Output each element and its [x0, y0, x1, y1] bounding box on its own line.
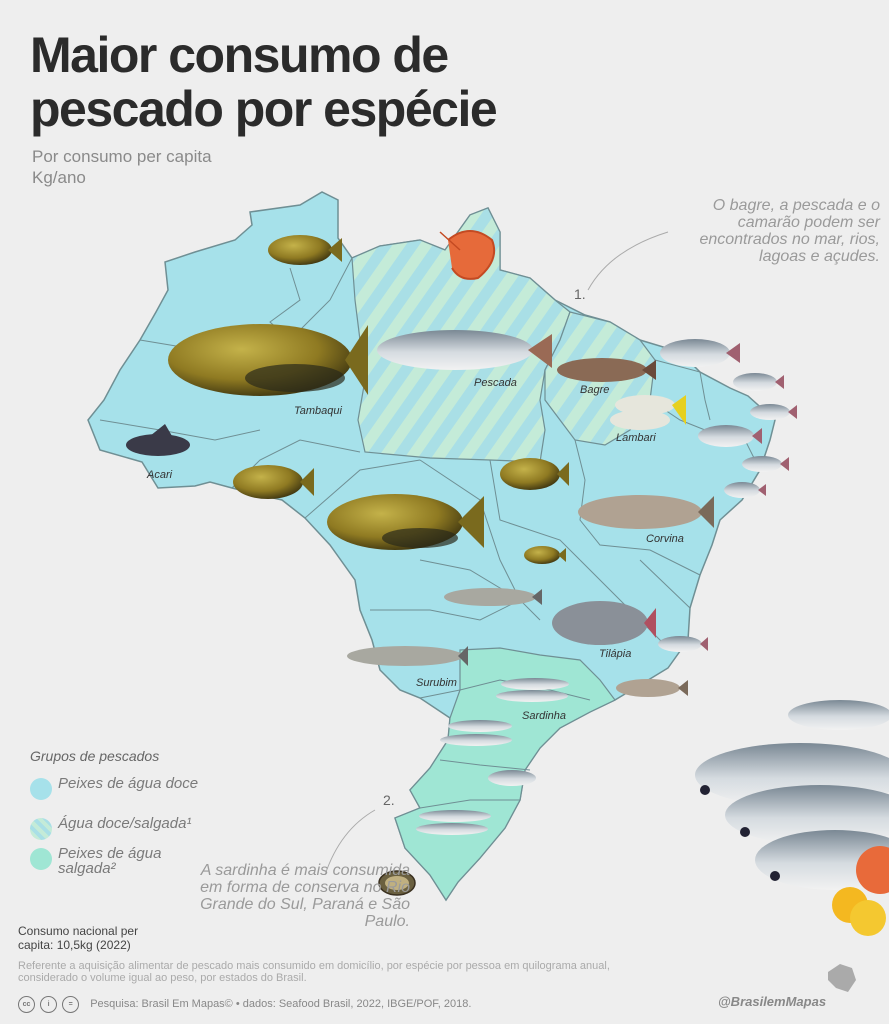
sardinha-fish-7: [416, 823, 488, 835]
label-sardinha: Sardinha: [522, 710, 567, 722]
nd-license-icon: =: [62, 996, 80, 1013]
sardinha-fish-4: [440, 734, 512, 746]
lambari-fish: [610, 395, 686, 430]
label-tilapia: Tilápia: [599, 648, 632, 660]
ne-fish-4: [698, 425, 762, 447]
label-corvina: Corvina: [646, 533, 684, 545]
ne-fish-5: [742, 456, 789, 472]
sardinha-fish-3: [448, 720, 512, 732]
social-handle: @BrasilemMapas: [718, 994, 827, 1009]
bagre-fish: [557, 358, 656, 382]
sardinha-fish-1: [501, 678, 569, 690]
label-acari: Acari: [147, 469, 173, 481]
sardinha-fish-5: [488, 770, 536, 786]
tilapia-fish-small: [658, 636, 708, 652]
page-title: Maior consumo de pescado por espécie: [30, 27, 498, 137]
national-consumption: Consumo nacional per capita: 10,5kg (202…: [18, 924, 139, 952]
tambaqui-fish-2: [233, 465, 314, 499]
label-lambari: Lambari: [616, 432, 656, 444]
sardinha-fish-2: [496, 690, 568, 702]
note-2: A sardinha é mais consumida em forma de …: [200, 862, 410, 930]
footnote: Referente a aquisição alimentar de pesca…: [18, 960, 610, 984]
label-pescada: Pescada: [474, 377, 517, 389]
surubim-fish-1: [444, 588, 542, 606]
tilapia-fish: [552, 601, 656, 645]
corvina-fish-small: [616, 679, 688, 697]
legend-swatch-mixed: [30, 818, 52, 840]
tambaqui-fish-3: [500, 458, 569, 490]
label-bagre: Bagre: [580, 384, 610, 396]
by-license-icon: i: [40, 996, 58, 1013]
note-2-number: 2.: [383, 792, 395, 808]
legend-swatch-freshwater: [30, 778, 52, 800]
note-1: O bagre, a pescada e o camarão podem ser…: [699, 197, 880, 265]
ne-fish-6: [724, 482, 766, 498]
legend-label-freshwater: Peixes de água doce: [58, 775, 199, 792]
pescada-fish: [377, 330, 552, 370]
ne-fish-3: [750, 404, 797, 420]
legend-title: Grupos de pescados: [30, 748, 160, 764]
surubim-fish-2: [347, 646, 468, 666]
corvina-fish: [578, 495, 714, 529]
tambaqui-fish-4: [524, 546, 566, 564]
label-tambaqui: Tambaqui: [294, 405, 342, 417]
label-surubim: Surubim: [416, 677, 457, 689]
fish-pile-image: [695, 700, 889, 936]
cc-license-icon: cc: [18, 996, 35, 1013]
credits: cc i = Pesquisa: Brasil Em Mapas© • dado…: [18, 996, 471, 1013]
tambaqui-fish-large-2: [327, 494, 484, 550]
legend-label-saltwater: Peixes de água salgada²: [58, 845, 162, 877]
shrimp-icon: [439, 230, 496, 280]
note-1-number: 1.: [574, 286, 586, 302]
page-subtitle: Por consumo per capita Kg/ano: [32, 147, 212, 187]
tambaqui-fish-large: [168, 324, 368, 396]
legend-swatch-saltwater: [30, 848, 52, 870]
acari-fish: [126, 424, 190, 456]
ne-fish-2: [733, 373, 784, 391]
ne-fish-1: [660, 339, 740, 367]
sardinha-fish-6: [419, 810, 491, 822]
tambaqui-fish-small-north: [268, 235, 342, 265]
legend-label-mixed: Água doce/salgada¹: [58, 815, 192, 832]
brand-logo-icon: [828, 964, 856, 992]
credits-text: Pesquisa: Brasil Em Mapas© • dados: Seaf…: [90, 998, 472, 1011]
sardine-can-icon: [378, 870, 416, 896]
